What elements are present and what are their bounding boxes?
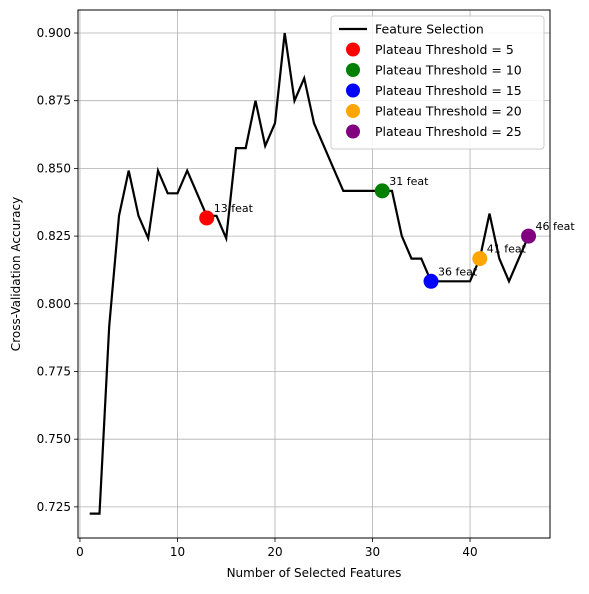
marker-annotation: 46 feat [536, 220, 576, 233]
legend-label: Plateau Threshold = 10 [375, 63, 522, 78]
y-tick-label: 0.725 [37, 500, 71, 514]
x-tick-label: 10 [170, 545, 185, 559]
marker-annotation: 31 feat [389, 175, 429, 188]
series-line-feature-selection [89, 32, 530, 515]
annotations-layer: 13 feat 31 feat 36 feat 41 feat 46 feat [214, 175, 576, 278]
legend-label: Plateau Threshold = 5 [375, 42, 514, 57]
x-tick-label: 30 [365, 545, 380, 559]
grid [78, 10, 550, 538]
x-tick-label: 40 [462, 545, 477, 559]
legend-label: Plateau Threshold = 25 [375, 124, 522, 139]
y-tick-label: 0.825 [37, 229, 71, 243]
x-axis-label: Number of Selected Features [227, 566, 402, 580]
plateau-marker [199, 210, 215, 226]
x-tick-label: 0 [76, 545, 84, 559]
legend: Feature Selection Plateau Threshold = 5 Pl… [330, 15, 545, 150]
plateau-marker [472, 251, 488, 267]
marker-annotation: 13 feat [214, 202, 254, 215]
legend-frame [330, 15, 545, 150]
plateau-marker [521, 228, 537, 244]
marker-annotation: 41 feat [487, 243, 527, 256]
legend-marker-swatch [346, 124, 360, 139]
legend-label: Plateau Threshold = 20 [375, 104, 522, 119]
series-layer [89, 32, 530, 515]
plateau-marker [423, 273, 439, 289]
plateau-marker [374, 183, 390, 199]
legend-label: Feature Selection [375, 22, 484, 37]
x-axis-ticks: 0 10 20 30 40 [76, 538, 478, 559]
x-tick-label: 20 [267, 545, 282, 559]
markers-layer [199, 183, 537, 289]
legend-marker-swatch [346, 83, 360, 98]
y-tick-label: 0.875 [37, 94, 71, 108]
y-tick-label: 0.900 [37, 26, 71, 40]
y-tick-label: 0.775 [37, 364, 71, 378]
y-tick-label: 0.850 [37, 161, 71, 175]
legend-label: Plateau Threshold = 15 [375, 83, 522, 98]
legend-marker-swatch [346, 42, 360, 57]
y-tick-label: 0.800 [37, 297, 71, 311]
y-axis-ticks: 0.725 0.750 0.775 0.800 0.825 0.850 0.875 0.900 [37, 26, 78, 514]
legend-marker-swatch [346, 104, 360, 118]
marker-annotation: 36 feat [438, 265, 478, 278]
legend-marker-swatch [346, 63, 360, 77]
y-tick-label: 0.750 [37, 432, 71, 446]
plot-frame [77, 9, 551, 539]
y-axis-label: Cross-Validation Accuracy [9, 197, 23, 351]
